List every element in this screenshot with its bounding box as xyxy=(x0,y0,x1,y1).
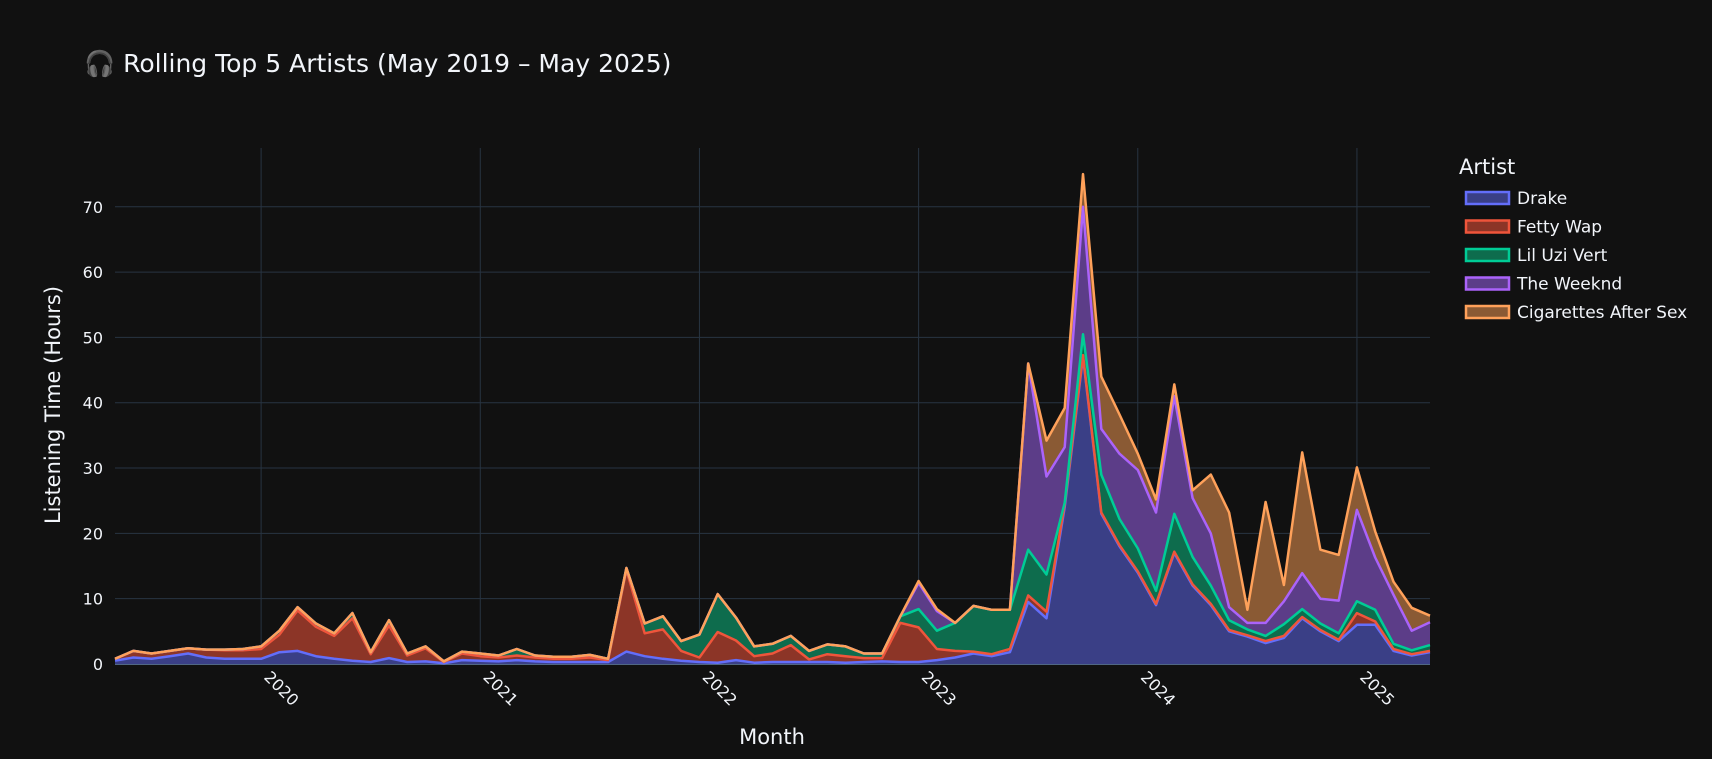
y-axis-label: Listening Time (Hours) xyxy=(41,286,65,524)
legend-item-the-weeknd: The Weeknd xyxy=(1516,275,1622,295)
area-drake xyxy=(115,357,1430,664)
y-tick-label: 70 xyxy=(83,198,103,217)
y-tick-label: 20 xyxy=(83,524,103,543)
series-lines xyxy=(114,172,1431,665)
area-series xyxy=(115,174,1430,664)
legend-title: Artist xyxy=(1459,155,1515,179)
y-tick-label: 40 xyxy=(83,394,103,413)
legend-item-lil-uzi-vert: Lil Uzi Vert xyxy=(1517,246,1608,266)
y-axis-ticks: 0 10 20 30 40 50 60 70 xyxy=(83,198,103,674)
y-tick-label: 10 xyxy=(83,590,103,609)
y-tick-label: 50 xyxy=(83,328,103,347)
legend-swatch-cigarettes-after-sex xyxy=(1464,304,1511,320)
x-axis-label: Month xyxy=(739,725,805,749)
legend-item-drake: Drake xyxy=(1517,189,1567,209)
y-tick-label: 30 xyxy=(83,459,103,478)
y-tick-label: 60 xyxy=(83,263,103,282)
y-tick-label: 0 xyxy=(93,655,103,674)
legend-swatch-lil-uzi-vert xyxy=(1464,247,1511,263)
legend-swatch-the-weeknd xyxy=(1464,276,1511,291)
legend-swatch-fetty-wap xyxy=(1464,219,1511,234)
legend-item-cigarettes-after-sex: Cigarettes After Sex xyxy=(1517,303,1687,323)
chart-title: 🎧 Rolling Top 5 Artists (May 2019 – May … xyxy=(84,49,671,78)
legend-item-fetty-wap: Fetty Wap xyxy=(1517,218,1602,238)
line-fetty-wap xyxy=(114,353,1431,664)
legend: Artist Drake Fetty Wap Lil Uzi Vert The Wee… xyxy=(1459,155,1687,323)
line-cigarettes-after-sex xyxy=(114,172,1431,663)
legend-swatch-drake xyxy=(1464,190,1511,206)
